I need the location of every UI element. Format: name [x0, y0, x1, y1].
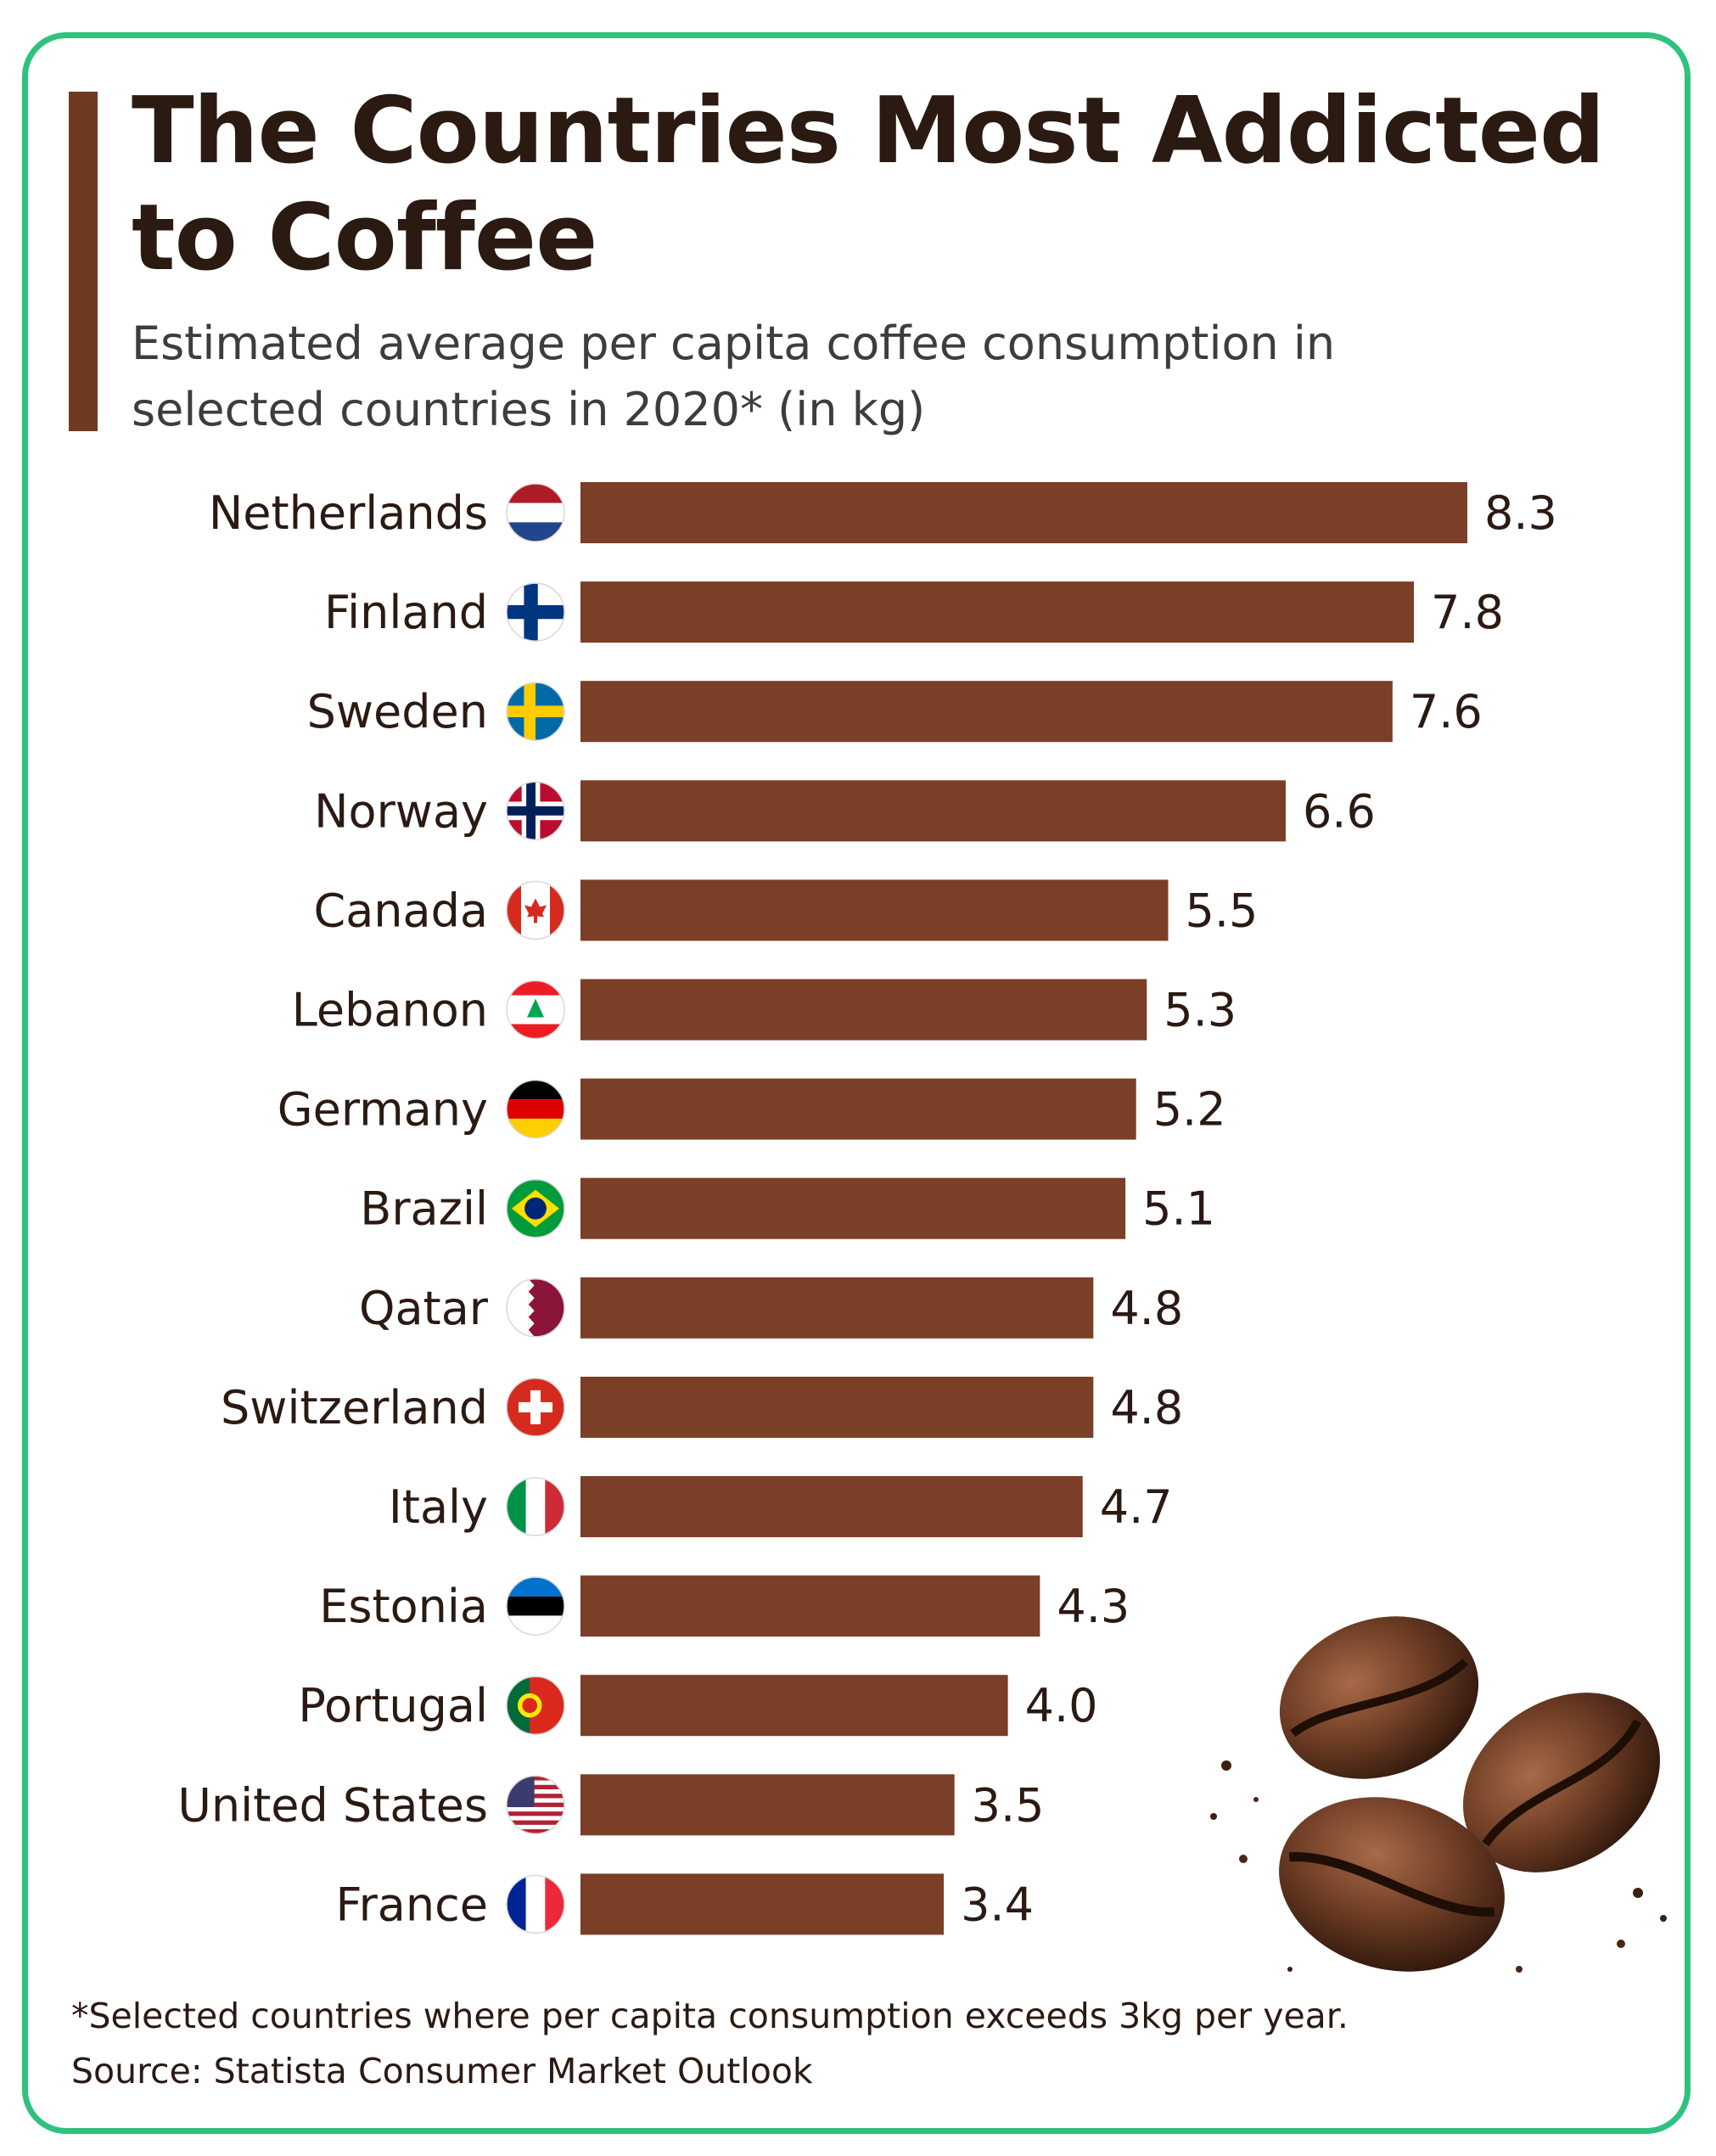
category-label: Norway — [314, 784, 488, 838]
category-label: Canada — [314, 884, 488, 937]
value-label: 4.8 — [1110, 1282, 1183, 1335]
coffee-beans-icon — [1210, 1616, 1667, 1973]
united-states-flag-icon — [506, 1775, 565, 1835]
bar — [580, 1277, 1094, 1339]
bar — [580, 1575, 1040, 1637]
canada-flag-icon — [506, 880, 565, 940]
netherlands-flag-icon — [506, 483, 565, 542]
bar — [580, 1177, 1126, 1239]
bar — [580, 1873, 945, 1935]
bar — [580, 681, 1393, 743]
bar — [580, 1476, 1083, 1537]
bar-row: Finland 7.8 — [324, 581, 1504, 643]
value-label: 5.1 — [1142, 1182, 1215, 1236]
brazil-flag-icon — [506, 1178, 565, 1238]
value-label: 7.6 — [1410, 685, 1483, 738]
bar-row: Estonia 4.3 — [319, 1575, 1130, 1637]
category-label: Netherlands — [209, 486, 488, 540]
bar-row: Germany 5.2 — [278, 1078, 1226, 1140]
france-flag-icon — [506, 1874, 565, 1934]
bar — [580, 979, 1147, 1041]
finland-flag-icon — [506, 582, 565, 642]
qatar-flag-icon — [506, 1278, 565, 1338]
value-label: 5.3 — [1164, 984, 1237, 1037]
bar-row: Lebanon 5.3 — [292, 979, 1237, 1041]
footnote: *Selected countries where per capita con… — [71, 1996, 1349, 2036]
value-label: 3.4 — [961, 1878, 1034, 1931]
category-label: United States — [177, 1778, 488, 1832]
bar — [580, 1078, 1136, 1140]
bar — [580, 879, 1169, 941]
value-label: 4.7 — [1100, 1480, 1173, 1534]
bar — [580, 1675, 1008, 1737]
bar — [580, 780, 1286, 842]
value-label: 3.5 — [972, 1778, 1045, 1832]
category-label: Portugal — [298, 1679, 488, 1732]
category-label: France — [335, 1878, 488, 1931]
bar — [580, 482, 1467, 543]
bar-row: Portugal 4.0 — [298, 1675, 1098, 1737]
bar-row: Netherlands 8.3 — [209, 482, 1557, 543]
bar-row: Canada 5.5 — [314, 879, 1258, 941]
bar-row: Norway 6.6 — [314, 780, 1376, 842]
category-label: Italy — [389, 1480, 488, 1534]
bar-row: Italy 4.7 — [389, 1476, 1173, 1537]
bar-row: France 3.4 — [335, 1873, 1034, 1935]
value-label: 4.8 — [1110, 1381, 1183, 1435]
germany-flag-icon — [506, 1079, 565, 1139]
title-accent-bar — [69, 92, 98, 431]
value-label: 4.0 — [1025, 1679, 1098, 1732]
italy-flag-icon — [506, 1477, 565, 1536]
bar-chart: Netherlands 8.3 Finland 7.8 Sweden 7.6 Norway 6… — [177, 482, 1557, 1935]
bar-row: Brazil 5.1 — [360, 1177, 1215, 1239]
category-label: Finland — [324, 586, 488, 639]
value-label: 4.3 — [1057, 1580, 1130, 1633]
source-note: Source: Statista Consumer Market Outlook — [71, 2051, 813, 2091]
value-label: 5.2 — [1153, 1083, 1226, 1137]
value-label: 6.6 — [1303, 784, 1376, 838]
value-label: 8.3 — [1484, 486, 1557, 540]
switzerland-flag-icon — [506, 1378, 565, 1437]
category-label: Qatar — [359, 1282, 489, 1335]
category-label: Brazil — [360, 1182, 488, 1236]
category-label: Switzerland — [221, 1381, 488, 1435]
value-label: 5.5 — [1185, 884, 1258, 937]
sweden-flag-icon — [506, 682, 565, 741]
bar-row: Qatar 4.8 — [359, 1277, 1183, 1339]
bar — [580, 1376, 1094, 1438]
bar — [580, 1774, 955, 1836]
category-label: Sweden — [307, 685, 488, 738]
norway-flag-icon — [506, 781, 565, 841]
bar-row: United States 3.5 — [177, 1774, 1045, 1836]
lebanon-flag-icon — [506, 980, 565, 1040]
estonia-flag-icon — [506, 1576, 565, 1636]
bar-row: Sweden 7.6 — [307, 681, 1483, 743]
category-label: Estonia — [319, 1580, 488, 1633]
bar — [580, 581, 1415, 643]
portugal-flag-icon — [506, 1676, 565, 1735]
bar-row: Switzerland 4.8 — [221, 1376, 1183, 1438]
category-label: Germany — [278, 1083, 488, 1137]
category-label: Lebanon — [292, 984, 488, 1037]
value-label: 7.8 — [1431, 586, 1504, 639]
chart-subtitle: Estimated average per capita coffee cons… — [132, 317, 1336, 436]
chart-title: The Countries Most Addicted to Coffee — [132, 78, 1605, 291]
